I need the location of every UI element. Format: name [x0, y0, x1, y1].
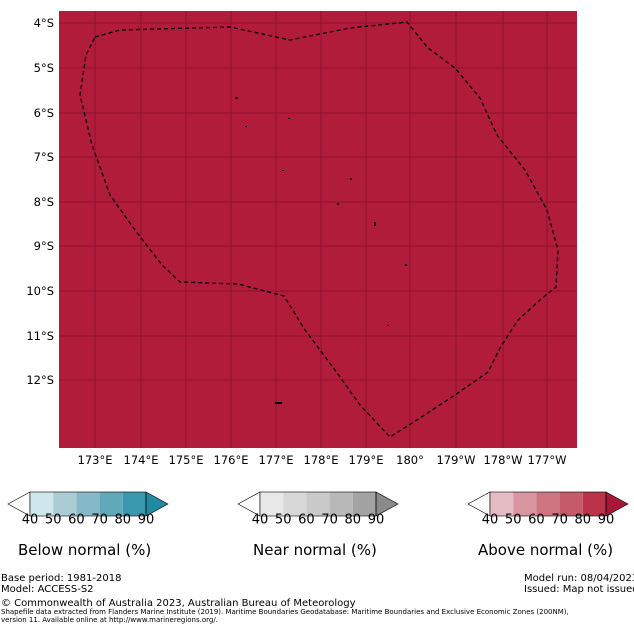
colorbar-tick-label: 40 — [482, 513, 499, 527]
base-period: Base period: 1981-2018 — [1, 573, 122, 584]
colorbar-tick-label: 40 — [22, 513, 39, 527]
island — [288, 118, 290, 119]
longitude-label: 177°W — [527, 453, 566, 467]
map-background — [59, 11, 577, 448]
colorbar-frame — [259, 491, 377, 517]
legend-above: 40 50 60 70 80 90 — [466, 490, 634, 526]
island — [282, 170, 284, 171]
colorbar-tick-label: 60 — [298, 513, 315, 527]
grid-lines — [59, 11, 577, 448]
longitude-label: 177°E — [259, 453, 294, 467]
colorbar-segment — [582, 492, 606, 516]
colorbar-segment — [53, 492, 77, 516]
colorbar-segment — [76, 492, 100, 516]
colorbar-tick-label: 70 — [321, 513, 338, 527]
eez-boundary — [79, 21, 559, 438]
colorbar-segment — [122, 492, 146, 516]
latitude-label: 12°S — [26, 373, 54, 387]
colorbar-segment — [283, 492, 307, 516]
colorbar-frame — [489, 491, 607, 517]
colorbar-segment — [99, 492, 123, 516]
colorbar-frame — [29, 491, 147, 517]
map: 4°S 5°S 6°S 7°S 8°S 9°S 10°S 11°S 12°S 173°E 174°… — [26, 11, 577, 467]
legend-near-colorbar: 40 50 60 70 80 90 — [237, 491, 399, 527]
colorbar-tick-label: 50 — [505, 513, 522, 527]
model-name: Model: ACCESS-S2 — [1, 584, 94, 595]
latitude-label: 6°S — [34, 106, 54, 120]
latitude-label: 7°S — [34, 150, 54, 164]
colorbar-tick-label: 60 — [528, 513, 545, 527]
longitude-label: 178°E — [304, 453, 339, 467]
colorbar-tick-label: 40 — [252, 513, 269, 527]
island — [245, 126, 247, 127]
island — [337, 203, 339, 205]
islands — [235, 97, 407, 404]
legend-below-colorbar: 40 50 60 70 80 90 — [7, 491, 169, 527]
latitude-label: 8°S — [34, 195, 54, 209]
longitude-label: 179°E — [349, 453, 384, 467]
legend-below: 40 50 60 70 80 90 — [6, 490, 176, 526]
island — [350, 178, 352, 180]
island — [405, 264, 407, 266]
latitude-label: 10°S — [26, 284, 54, 298]
legend-near-title: Near normal (%) — [253, 541, 377, 559]
colorbar-tick-label: 80 — [115, 513, 132, 527]
shapefile-credit-url: version 11. Available online at http://w… — [1, 616, 218, 624]
colorbar-segment — [329, 492, 353, 516]
colorbar-tick-label: 60 — [68, 513, 85, 527]
longitude-label: 180° — [396, 453, 424, 467]
colorbar-tick-label: 50 — [45, 513, 62, 527]
island — [374, 222, 376, 226]
model-run: Model run: 08/04/2023 — [524, 573, 634, 584]
latitude-label: 5°S — [34, 61, 54, 75]
colorbar-segment — [513, 492, 537, 516]
longitude-label: 179°W — [436, 453, 475, 467]
longitude-label: 176°E — [214, 453, 249, 467]
island — [387, 325, 389, 326]
island — [275, 402, 282, 404]
latitude-label: 11°S — [26, 329, 54, 343]
island — [235, 97, 238, 99]
longitude-label: 174°E — [124, 453, 159, 467]
colorbar-tick-label: 90 — [138, 513, 155, 527]
legend-below-title: Below normal (%) — [18, 541, 152, 559]
colorbar-tick-label: 50 — [275, 513, 292, 527]
colorbar-segment — [30, 492, 54, 516]
longitude-label: 173°E — [78, 453, 113, 467]
colorbar-tick-label: 90 — [368, 513, 385, 527]
legend-above-colorbar: 40 50 60 70 80 90 — [467, 491, 629, 527]
colorbar-segment — [536, 492, 560, 516]
colorbar-tick-label: 70 — [551, 513, 568, 527]
colorbar-segment — [559, 492, 583, 516]
colorbar-segment — [352, 492, 376, 516]
latitude-label: 4°S — [34, 16, 54, 30]
colorbar-tick-label: 70 — [91, 513, 108, 527]
colorbar-segment — [306, 492, 330, 516]
issued-status: Issued: Map not issued — [524, 584, 634, 595]
legend-near: 40 50 60 70 80 90 — [236, 490, 406, 526]
colorbar-segment — [490, 492, 514, 516]
latitude-label: 9°S — [34, 239, 54, 253]
colorbar-tick-label: 90 — [598, 513, 615, 527]
longitude-label: 175°E — [169, 453, 204, 467]
colorbar-segment — [260, 492, 284, 516]
colorbar-tick-label: 80 — [575, 513, 592, 527]
shapefile-credit: Shapefile data extracted from Flanders M… — [1, 608, 569, 616]
legend-above-title: Above normal (%) — [478, 541, 614, 559]
longitude-label: 178°W — [483, 453, 522, 467]
copyright: © Commonwealth of Australia 2023, Austra… — [1, 598, 356, 609]
colorbar-tick-label: 80 — [345, 513, 362, 527]
